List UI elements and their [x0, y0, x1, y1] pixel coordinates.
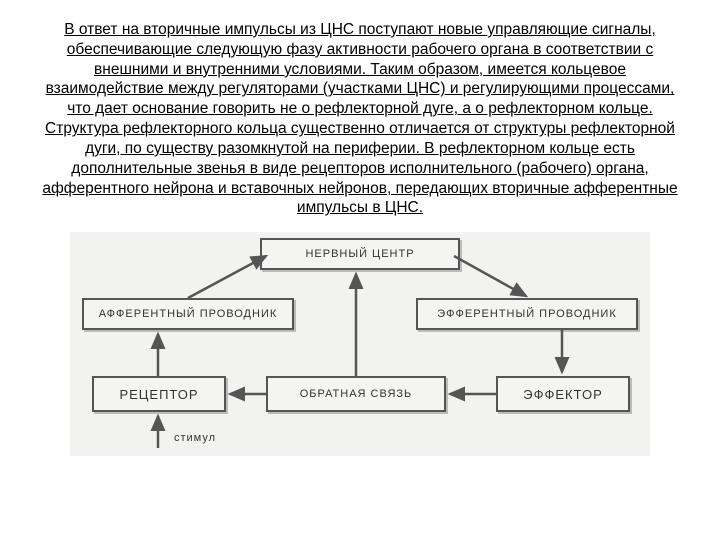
- main-paragraph: В ответ на вторичные импульсы из ЦНС пос…: [40, 20, 680, 218]
- reflex-ring-diagram: НЕРВНЫЙ ЦЕНТР АФФЕРЕНТНЫЙ ПРОВОДНИК ЭФФЕ…: [70, 232, 650, 456]
- diagram-arrows: [70, 232, 650, 456]
